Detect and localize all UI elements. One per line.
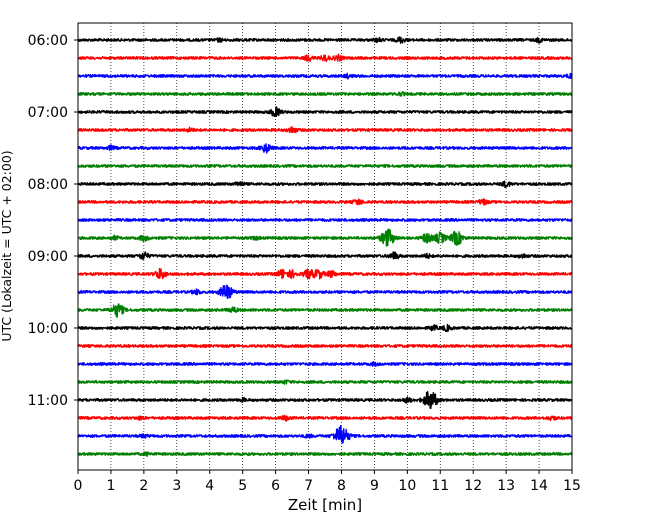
x-tick-label: 11	[431, 478, 449, 494]
y-tick-label: 07:00	[28, 105, 68, 121]
x-tick-label: 8	[337, 478, 346, 494]
y-tick-label: 09:00	[28, 249, 68, 265]
x-tick-label: 14	[530, 478, 548, 494]
plot-frame	[77, 22, 573, 471]
x-tick-label: 7	[304, 478, 313, 494]
trace-1030	[77, 361, 573, 367]
x-tick-label: 4	[205, 478, 214, 494]
trace-0800	[77, 180, 573, 189]
x-tick-label: 0	[74, 478, 83, 494]
trace-1130	[77, 424, 573, 444]
x-tick-label: 15	[563, 478, 581, 494]
trace-0915	[77, 267, 573, 280]
x-tick-label: 12	[464, 478, 482, 494]
x-tick-label: 9	[370, 478, 379, 494]
y-tick-label: 06:00	[28, 33, 68, 49]
trace-0815	[77, 198, 573, 206]
x-axis-ticks: 0 1 2 3 4 5 6 7 8 9 10 11 12 13 14 15	[74, 470, 581, 494]
y-axis-label: UTC (Lokalzeit = UTC + 02:00)	[0, 150, 14, 341]
trace-0730	[77, 143, 573, 154]
trace-1015	[77, 344, 573, 348]
x-tick-label: 2	[139, 478, 148, 494]
trace-0945	[77, 303, 573, 318]
trace-0700	[77, 106, 573, 117]
x-tick-label: 1	[106, 478, 115, 494]
trace-0830	[77, 218, 573, 222]
x-gridlines	[110, 23, 540, 470]
trace-0930	[77, 284, 573, 299]
trace-1145	[77, 451, 573, 457]
trace-1000	[77, 323, 573, 333]
trace-0745	[77, 164, 573, 168]
x-tick-label: 5	[238, 478, 247, 494]
seismic-traces	[77, 36, 573, 457]
trace-0900	[77, 251, 573, 261]
x-tick-label: 3	[172, 478, 181, 494]
y-tick-label: 08:00	[28, 177, 68, 193]
x-tick-label: 13	[497, 478, 515, 494]
trace-1100	[77, 390, 573, 409]
y-tick-label: 10:00	[28, 321, 68, 337]
x-tick-label: 6	[271, 478, 280, 494]
y-axis-ticks: 06:00 07:00 08:00 09:00 10:00 11:00	[28, 33, 78, 409]
trace-0600	[77, 36, 573, 44]
x-tick-label: 10	[398, 478, 416, 494]
y-tick-label: 11:00	[28, 393, 68, 409]
trace-0630	[77, 72, 573, 80]
x-axis-label: Zeit [min]	[288, 496, 362, 514]
trace-0845	[77, 228, 573, 247]
trace-1045	[77, 379, 573, 385]
trace-0645	[77, 91, 573, 97]
trace-0715	[77, 126, 573, 134]
trace-1115	[77, 414, 573, 422]
trace-0615	[77, 53, 573, 63]
